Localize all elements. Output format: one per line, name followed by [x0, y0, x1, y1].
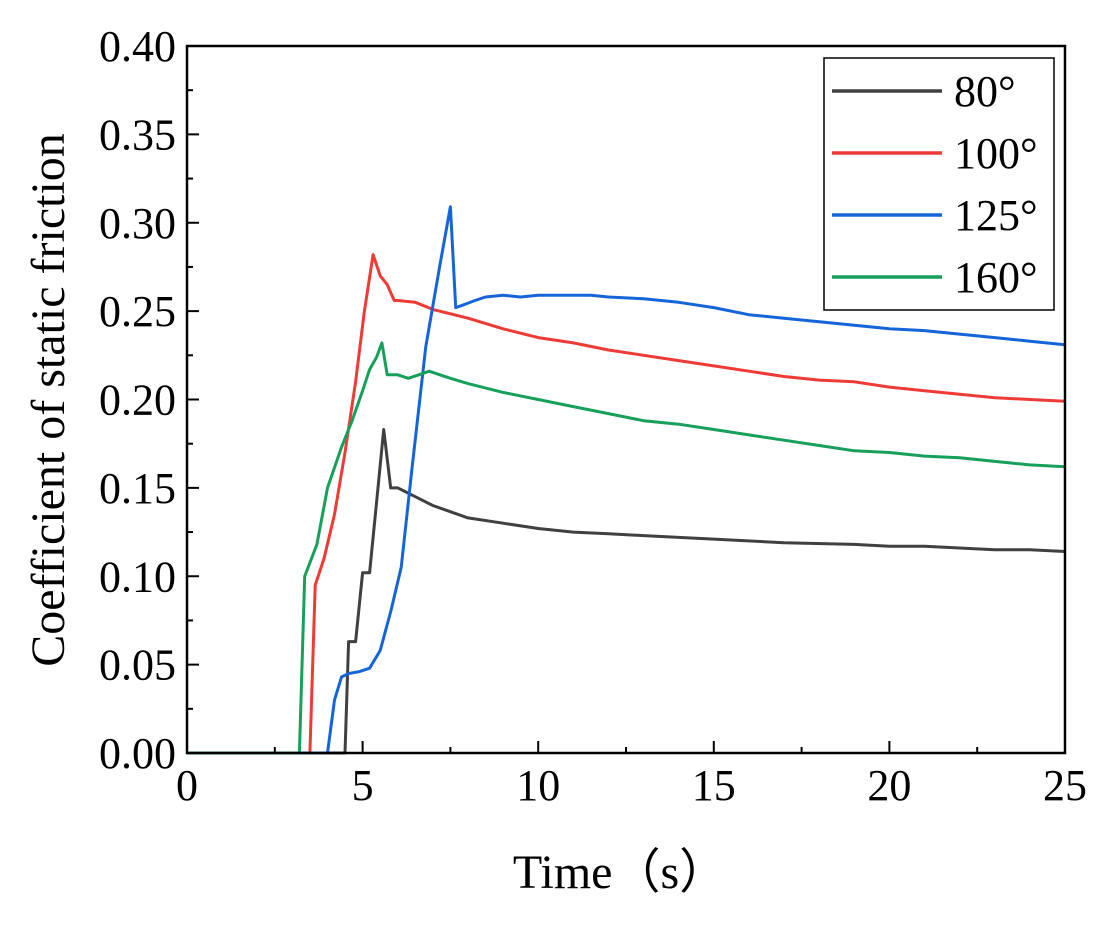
- x-axis-label: Time（s）: [513, 846, 727, 899]
- y-tick-label: 0.30: [99, 199, 176, 248]
- y-tick-label: 0.35: [99, 110, 176, 159]
- axis-layer: 0 5 10 15 20 25 0.00 0.05 0.10 0.15 0.20 0.25 0.30 0.…: [99, 22, 1087, 810]
- legend-label: 100°: [954, 129, 1038, 178]
- x-tick-label: 10: [516, 761, 560, 810]
- y-tick-label: 0.15: [99, 464, 176, 513]
- series-line-3: [187, 341, 1066, 755]
- legend-box: [823, 57, 1055, 311]
- y-tick-label: 0.20: [99, 376, 176, 425]
- y-tick-label: 0.25: [99, 287, 176, 336]
- x-tick-label: 5: [352, 761, 374, 810]
- y-tick-label: 0.40: [99, 22, 176, 71]
- y-tick-label: 0.05: [99, 641, 176, 690]
- y-axis-label: Coefficient of static friction: [22, 133, 75, 667]
- legend-label: 160°: [954, 253, 1038, 302]
- y-tick-label: 0.00: [99, 729, 176, 778]
- series-line-0: [187, 428, 1066, 755]
- series-layer: [187, 205, 1066, 755]
- x-tick-label: 25: [1043, 761, 1087, 810]
- x-tick-label: 15: [692, 761, 736, 810]
- legend-label: 125°: [954, 191, 1038, 240]
- series-line-1: [187, 253, 1066, 755]
- y-tick-label: 0.10: [99, 552, 176, 601]
- x-tick-label: 0: [176, 761, 198, 810]
- legend-label: 80°: [954, 67, 1016, 116]
- x-tick-label: 20: [867, 761, 911, 810]
- series-line-2: [187, 205, 1066, 755]
- legend-layer: 80° 100° 125° 160°: [823, 57, 1055, 311]
